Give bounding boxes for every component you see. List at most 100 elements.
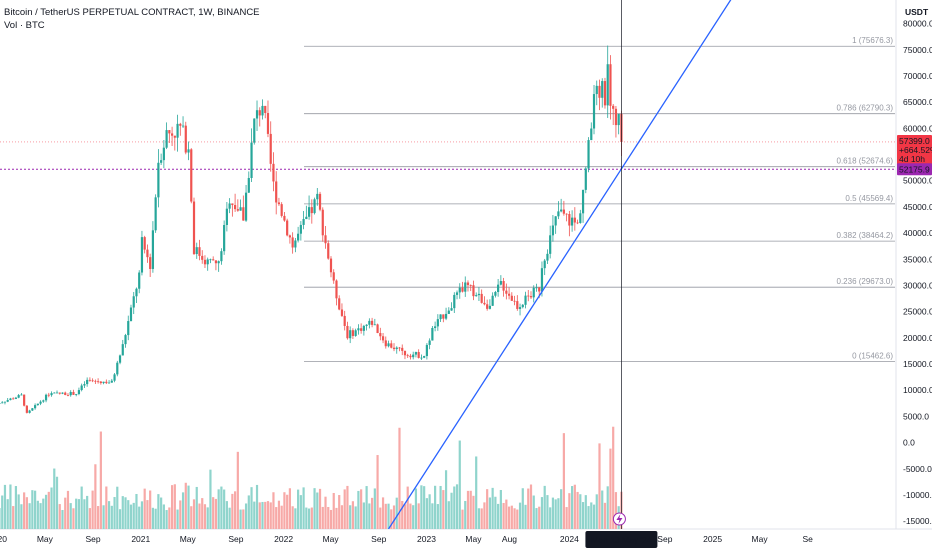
volume-bar [214, 498, 218, 529]
volume-bar [294, 508, 297, 529]
volume-bar [423, 486, 426, 529]
volume-bar [157, 494, 160, 529]
candle-body [66, 394, 70, 396]
volume-bar [105, 486, 108, 529]
volume-bar [370, 497, 374, 529]
volume-bar [255, 484, 259, 529]
candle-body [198, 247, 201, 256]
candle-body [368, 320, 371, 325]
volume-bar [72, 508, 75, 529]
candle-body [6, 400, 9, 402]
volume-bar [538, 506, 541, 529]
candle-body [217, 261, 220, 264]
candle-body [302, 219, 305, 225]
volume-bar [551, 497, 555, 529]
candle-body [414, 352, 418, 355]
candle-body [554, 216, 557, 226]
volume-bar [0, 508, 1, 529]
candle-body [351, 330, 355, 336]
candle-body [58, 392, 61, 394]
volume-bar [409, 503, 412, 529]
volume-bar [86, 495, 89, 529]
volume-bar [50, 487, 53, 529]
candle-body [187, 149, 190, 153]
candle-body [220, 251, 223, 262]
volume-bar [162, 504, 165, 529]
candle-body [480, 293, 483, 303]
volume-bar [36, 500, 39, 529]
candle-body [494, 291, 497, 296]
volume-bar [77, 499, 81, 529]
fib-level-label: 0.618 (52674.6) [837, 157, 894, 166]
volume-bar [99, 431, 102, 529]
candle-body [168, 130, 171, 134]
candle-body [458, 287, 461, 293]
candle-body [223, 224, 226, 252]
candle-body [321, 209, 324, 236]
candle-body [614, 108, 618, 126]
candle-body [420, 357, 423, 359]
lightning-icon[interactable] [612, 512, 626, 526]
candle-body [277, 202, 281, 205]
volume-bar [401, 500, 404, 529]
currency-label[interactable]: USDT [905, 7, 929, 17]
volume-bar [513, 508, 516, 529]
volume-bar [313, 488, 316, 529]
volume-bar [614, 492, 618, 529]
volume-bar [483, 502, 486, 529]
volume-bar [595, 494, 598, 529]
volume-bar [450, 492, 453, 529]
time-tick-label: Sep [228, 534, 243, 544]
candle-body [486, 304, 489, 309]
volume-bar [576, 491, 579, 529]
volume-bar [173, 484, 176, 529]
candle-body [551, 225, 555, 236]
volume-bar [269, 502, 272, 529]
candle-body [105, 381, 108, 384]
candle-body [434, 326, 437, 328]
volume-indicator-label[interactable]: Vol · BTC [4, 20, 45, 31]
volume-bar [557, 498, 560, 529]
candle-body [88, 379, 91, 381]
volume-bar [502, 502, 505, 529]
candle-body [225, 208, 228, 225]
candle-body [173, 135, 176, 138]
volume-bar [234, 491, 237, 529]
candle-body [113, 374, 116, 381]
volume-bar [466, 490, 470, 529]
volume-bar [272, 492, 275, 529]
volume-bar [138, 506, 141, 529]
candlestick-series [0, 45, 623, 414]
candle-body [269, 133, 272, 164]
chart-legend: Bitcoin / TetherUS PERPETUAL CONTRACT, 1… [4, 6, 260, 32]
price-tick-label: 70000.0 [903, 71, 932, 81]
candle-body [401, 347, 404, 351]
volume-bar [39, 503, 42, 529]
volume-bar [546, 495, 549, 529]
volume-bar [223, 489, 226, 529]
time-tick-label: 2020 [0, 534, 7, 544]
candle-body [431, 327, 434, 341]
volume-bar [253, 501, 256, 529]
volume-bar [168, 507, 171, 529]
volume-bar [461, 509, 464, 529]
candle-body [313, 199, 316, 214]
volume-bar [179, 500, 182, 529]
candle-body [272, 163, 275, 182]
candle-body [299, 224, 302, 234]
price-tick-label: 65000.0 [903, 97, 932, 107]
candle-body [80, 385, 83, 391]
candle-body [14, 397, 18, 399]
candle-body [365, 324, 368, 326]
volume-bar [239, 509, 242, 529]
volume-bar [475, 456, 478, 529]
volume-bar [406, 486, 409, 529]
candle-body [332, 272, 335, 281]
candle-body [450, 308, 453, 311]
volume-bar [398, 427, 401, 529]
volume-bar [42, 498, 45, 529]
candle-body [176, 123, 179, 138]
candle-body [346, 325, 349, 339]
